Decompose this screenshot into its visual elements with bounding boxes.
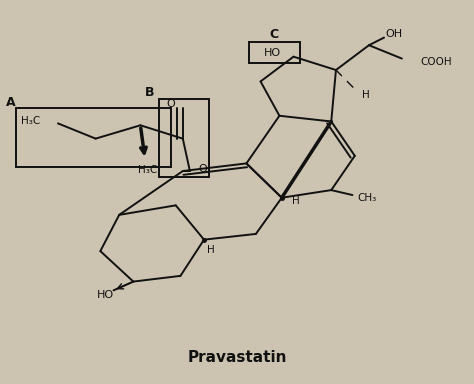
Bar <box>159 99 209 177</box>
Text: HO: HO <box>97 290 114 300</box>
Text: H₃C: H₃C <box>21 116 40 126</box>
Text: H₃C: H₃C <box>138 165 157 175</box>
Text: OH: OH <box>385 29 402 39</box>
Text: C: C <box>269 28 278 41</box>
Text: H: H <box>207 245 215 255</box>
Text: H: H <box>292 196 300 206</box>
Text: O: O <box>199 164 208 174</box>
Text: B: B <box>145 86 155 99</box>
Text: CH₃: CH₃ <box>357 193 376 203</box>
Bar <box>249 42 300 63</box>
Text: O: O <box>167 99 175 109</box>
Text: A: A <box>6 96 16 109</box>
Text: HO: HO <box>264 48 281 58</box>
Bar <box>16 108 171 167</box>
Text: H: H <box>362 90 370 100</box>
Text: COOH: COOH <box>421 56 452 66</box>
Text: Pravastatin: Pravastatin <box>187 350 287 365</box>
